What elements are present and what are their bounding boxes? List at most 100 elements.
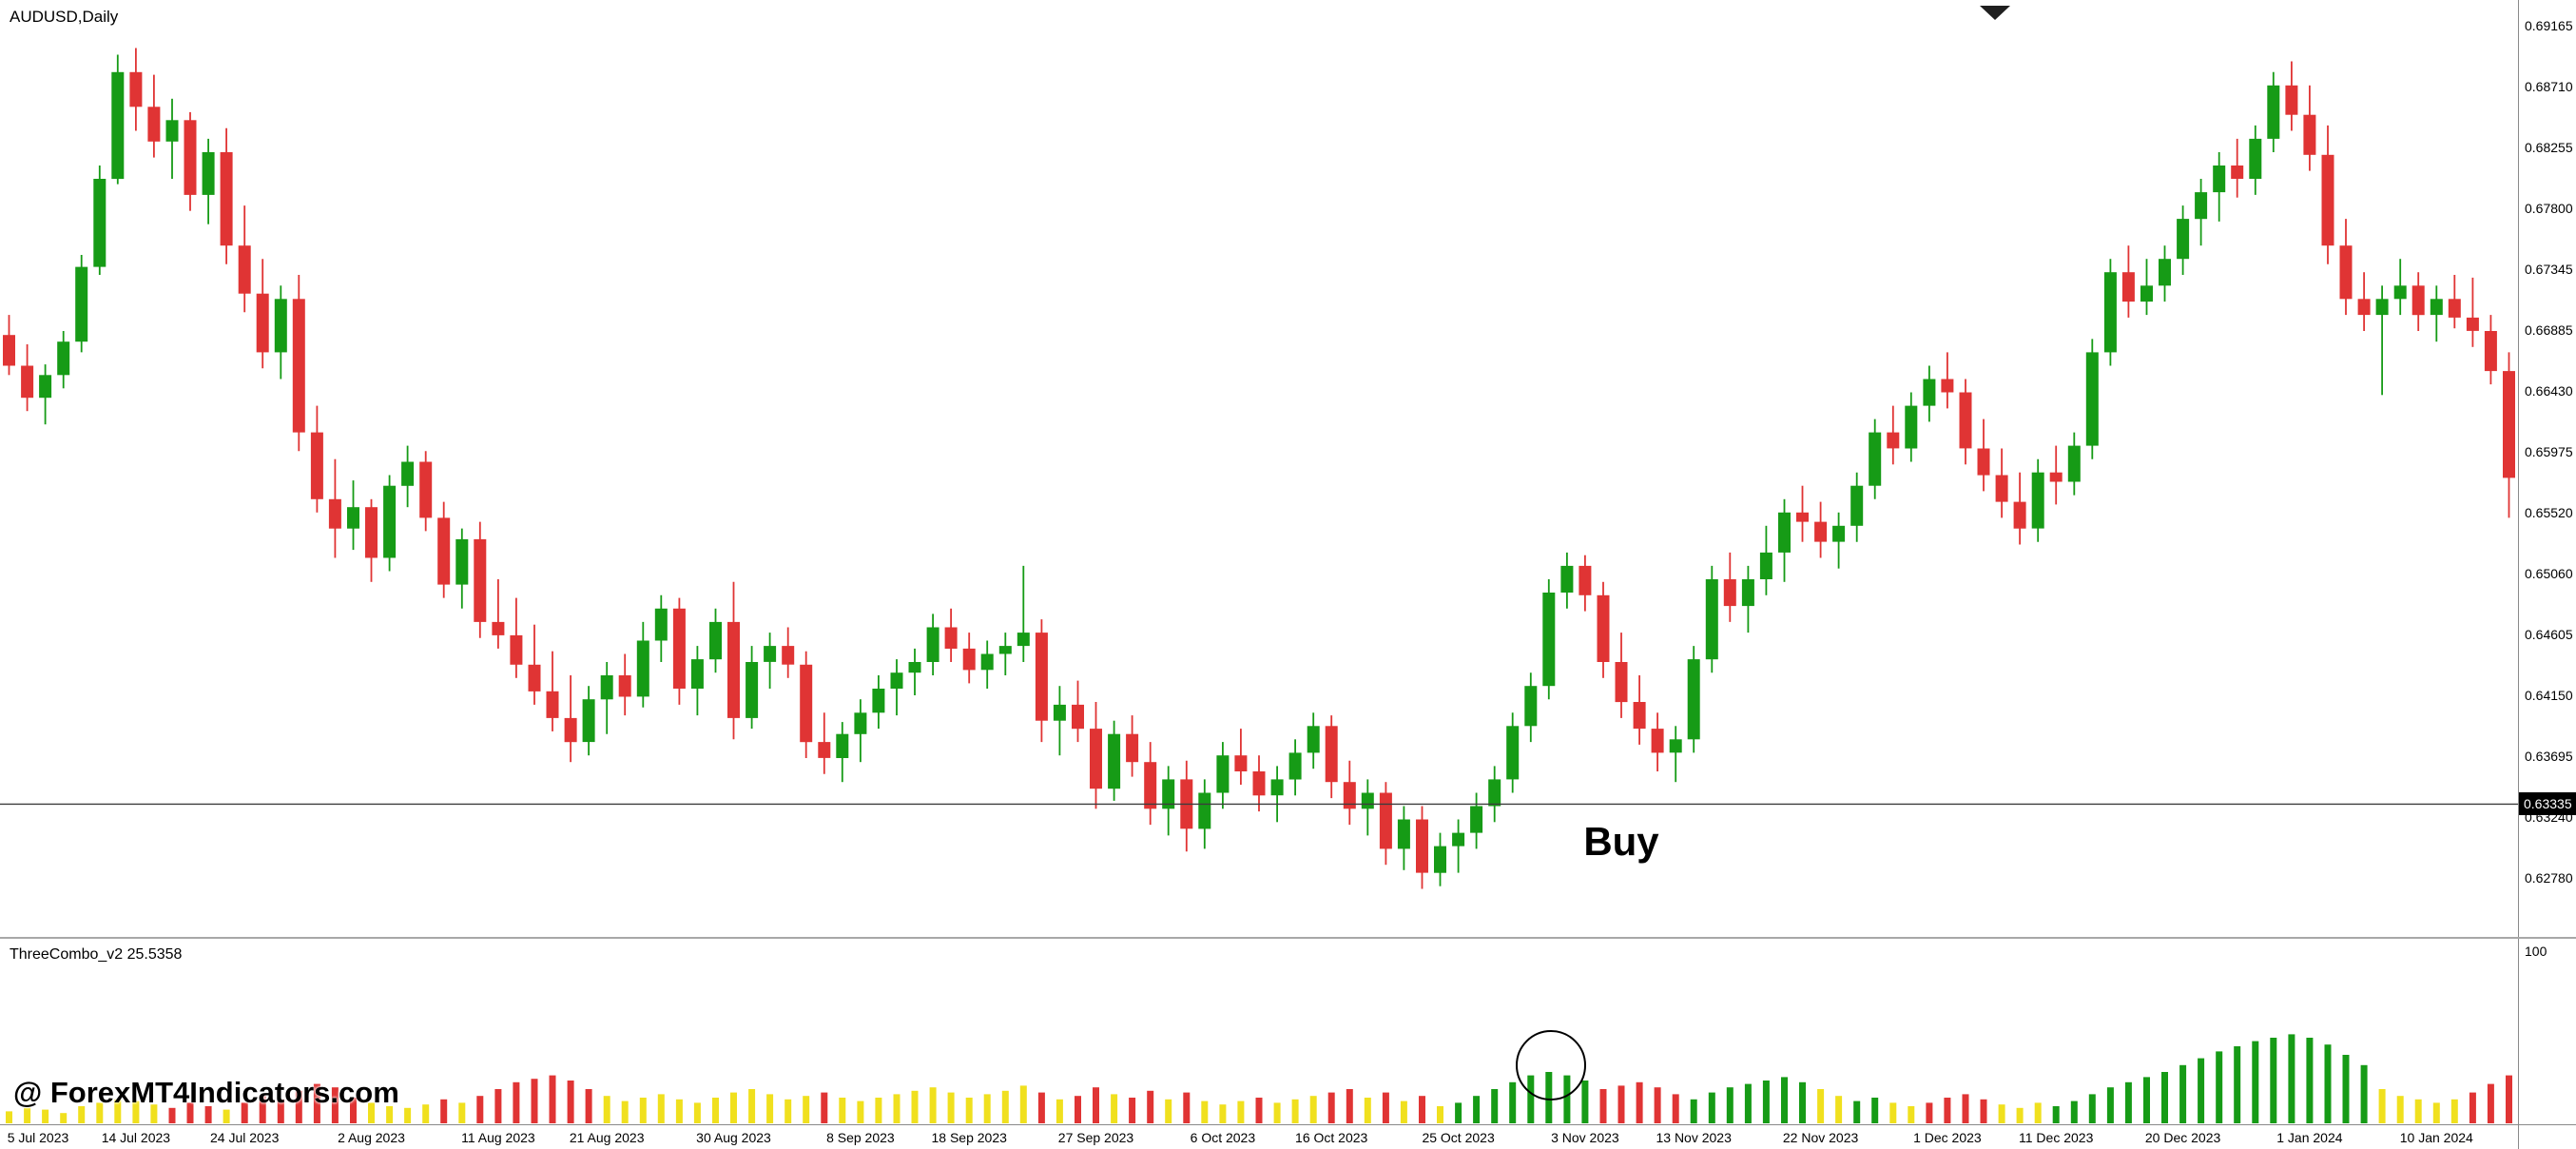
candle	[1343, 760, 1356, 826]
indicator-bar	[1037, 1092, 1045, 1123]
indicator-bar	[1075, 1096, 1081, 1123]
indicator-bar	[1327, 1092, 1335, 1123]
indicator-bar	[1509, 1081, 1517, 1123]
indicator-bar	[549, 1075, 556, 1123]
indicator-bar	[1781, 1077, 1788, 1123]
candle	[1887, 405, 1900, 465]
price-axis-label: 0.67800	[2525, 200, 2573, 216]
indicator-bar	[6, 1111, 12, 1123]
indicator-bar	[513, 1081, 520, 1123]
time-axis-label: 27 Sep 2023	[1057, 1130, 1134, 1145]
candle	[1416, 806, 1428, 889]
candle	[2285, 61, 2298, 131]
indicator-bar	[2324, 1044, 2332, 1123]
indicator-bar	[404, 1107, 412, 1123]
indicator-bar	[730, 1092, 737, 1123]
indicator-bar	[657, 1094, 665, 1123]
indicator-bar	[168, 1107, 176, 1123]
indicator-bar	[1437, 1106, 1443, 1123]
indicator-bar	[1599, 1089, 1607, 1123]
indicator-bar	[1455, 1102, 1462, 1123]
pane-separator[interactable]	[0, 937, 2576, 939]
indicator-bar	[78, 1106, 86, 1123]
candle	[2213, 152, 2226, 222]
candle	[165, 98, 179, 179]
candle	[600, 662, 613, 734]
candle	[383, 475, 397, 572]
indicator-bar	[1926, 1102, 1933, 1123]
price-axis-label: 0.65060	[2525, 566, 2573, 582]
candle	[908, 648, 921, 695]
time-axis[interactable]: 5 Jul 2023 14 Jul 2023 24 Jul 2023 2 Aug 20…	[0, 1125, 2518, 1149]
time-axis-label: 14 Jul 2023	[101, 1130, 171, 1145]
indicator-bar	[331, 1087, 339, 1123]
indicator-bar	[2342, 1055, 2350, 1123]
candle	[1579, 555, 1592, 612]
indicator-bar	[440, 1099, 448, 1123]
indicator-bar	[803, 1096, 810, 1123]
indicator-bar	[1762, 1081, 1770, 1123]
indicator-bar	[821, 1092, 828, 1123]
candle	[1072, 680, 1084, 743]
candle	[1832, 512, 1846, 569]
candle	[1542, 579, 1556, 700]
indicator-bar	[1382, 1092, 1389, 1123]
indicator-pane[interactable]: ThreeCombo_v2 25.5358 @ ForexMT4Indicato…	[0, 939, 2518, 1124]
candle	[93, 166, 107, 275]
indicator-bar	[1183, 1092, 1191, 1123]
indicator-bar	[531, 1079, 538, 1123]
indicator-histogram[interactable]	[0, 939, 2518, 1124]
price-axis-label: 0.66885	[2525, 322, 2573, 339]
indicator-bar	[1835, 1096, 1843, 1123]
candle	[800, 651, 813, 758]
candle	[944, 608, 958, 662]
indicator-bar	[585, 1089, 592, 1123]
indicator-bar	[114, 1099, 122, 1123]
chart-shift-marker[interactable]	[1980, 6, 2010, 20]
indicator-bar	[368, 1102, 375, 1123]
candle	[926, 613, 939, 675]
candle	[510, 597, 523, 678]
candle	[782, 627, 795, 678]
indicator-bar	[2252, 1041, 2259, 1123]
candle	[2411, 272, 2425, 331]
price-axis-label: 0.68255	[2525, 140, 2573, 155]
candle	[690, 646, 704, 716]
indicator-bar	[60, 1113, 68, 1123]
indicator-bar	[1944, 1098, 1951, 1123]
indicator-bar	[1419, 1096, 1425, 1123]
indicator-bar	[1364, 1098, 1371, 1123]
candle	[2085, 339, 2099, 459]
candle	[818, 712, 831, 774]
indicator-bar	[2052, 1106, 2060, 1123]
indicator-bar	[2506, 1075, 2512, 1123]
candle	[618, 653, 631, 716]
time-axis-label: 21 Aug 2023	[569, 1130, 645, 1145]
indicator-bar	[386, 1106, 394, 1123]
candle	[1796, 485, 1809, 542]
candle	[1452, 819, 1465, 873]
candlestick-chart[interactable]	[0, 0, 2518, 937]
indicator-bar	[965, 1098, 973, 1123]
candle	[1325, 715, 1338, 799]
indicator-name-label: ThreeCombo_v2 25.5358	[10, 946, 183, 963]
time-axis-label: 24 Jul 2023	[209, 1130, 280, 1145]
candle	[1198, 779, 1211, 849]
candle	[2393, 259, 2407, 316]
candle	[1977, 419, 1990, 492]
indicator-bar	[204, 1106, 212, 1123]
indicator-bar	[1400, 1100, 1407, 1123]
price-chart-pane[interactable]: AUDUSD,Daily Buy	[0, 0, 2518, 937]
candle	[1941, 352, 1954, 409]
indicator-bar	[42, 1109, 49, 1123]
time-axis-label: 13 Nov 2023	[1656, 1130, 1732, 1145]
indicator-bar	[313, 1083, 320, 1123]
price-axis[interactable]: 0.63335 100 0.69165 0.68710 0.68255 0.67800…	[2518, 0, 2576, 1149]
indicator-bar	[150, 1104, 158, 1123]
indicator-bar	[350, 1098, 357, 1123]
candle	[764, 633, 777, 689]
candle	[1270, 766, 1284, 823]
candle	[184, 111, 197, 211]
candle	[890, 659, 903, 716]
time-axis-label: 18 Sep 2023	[931, 1130, 1007, 1145]
